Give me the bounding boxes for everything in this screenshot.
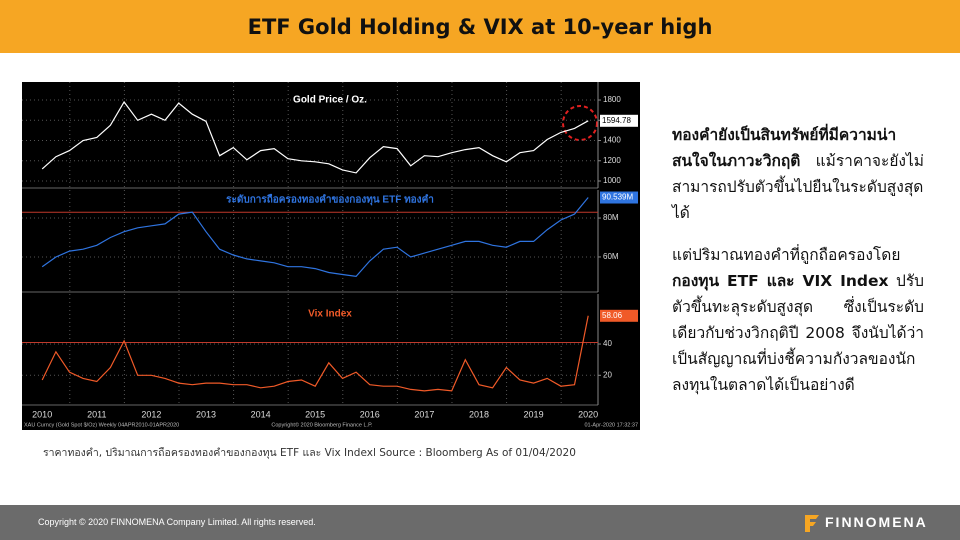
logo: FINNOMENA [825,514,928,530]
x-tick-label: 2011 [87,409,106,419]
highlight-circle [562,105,598,141]
x-tick-label: 2017 [414,409,434,419]
x-tick-label: 2018 [469,409,489,419]
value-tag [600,191,638,204]
panel-title: Vix Index [308,309,352,320]
y-tick-label: 40 [603,339,612,348]
footer: Copyright © 2020 FINNOMENA Company Limit… [0,505,960,540]
text: ปรับตัวขึ้นทะลุระดับสูงสุด ซึ่งเป็นระดับ… [672,272,924,394]
data-line [41,197,589,278]
x-tick-label: 2015 [305,409,325,419]
x-tick-label: 2020 [578,409,598,419]
data-line [41,315,589,392]
bold-text: ทองคำยังเป็นสินทรัพย์ที่มีความน่าสนใจในภ… [672,126,897,170]
chart: 10001200140016001800Gold Price / Oz.1594… [22,82,640,430]
y-tick-label: 80M [603,213,619,222]
text: แม้ราคาจะยังไม่สามารถปรับตัวขึ้นไปยืนในร… [672,152,924,222]
caption: ราคาทองคำ, ปริมาณการถือครองทองคำของกองทุ… [43,447,576,459]
copyright: Copyright © 2020 FINNOMENA Company Limit… [38,517,316,527]
panel-title: Gold Price / Oz. [293,95,367,106]
x-tick-label: 2013 [196,409,216,419]
y-tick-label: 1200 [603,156,621,165]
paragraph: ทองคำยังเป็นสินทรัพย์ที่มีความน่าสนใจในภ… [672,122,924,226]
value-tag [600,114,638,127]
chart-source: XAU Curncy (Gold Spot $/Oz) Weekly 04APR… [24,422,179,428]
y-tick-label: 1000 [603,176,621,185]
chart-background [22,82,640,430]
y-tick-label: 60M [603,252,619,261]
y-tick-label: 1400 [603,136,621,145]
x-tick-label: 2010 [32,409,52,419]
x-tick-label: 2019 [524,409,544,419]
value-tag [600,309,638,322]
y-tick-label: 20 [603,370,612,379]
value-label: 1594.78 [602,116,631,125]
header-title: ETF Gold Holding & VIX at 10-year high [0,0,960,53]
value-label: 58.06 [602,311,623,320]
bold-text: กองทุน ETF และ VIX Index [672,272,889,290]
x-tick-label: 2016 [360,409,380,419]
logo-icon [805,515,819,532]
chart-copyright: Copyright© 2020 Bloomberg Finance L.P. [271,421,373,428]
body-text: ทองคำยังเป็นสินทรัพย์ที่มีความน่าสนใจในภ… [672,122,924,414]
x-tick-label: 2014 [251,409,271,419]
value-label: 90.539M [602,193,633,202]
panel-title: ระดับการถือครองทองคำของกองทุน ETF ทองคำ [226,194,434,206]
x-tick-label: 2012 [141,409,161,419]
paragraph: แต่ปริมาณทองคำที่ถูกถือครองโดยกองทุน ETF… [672,242,924,398]
data-line [41,100,589,174]
text: แต่ปริมาณทองคำที่ถูกถือครองโดย [672,246,901,264]
chart-timestamp: 01-Apr-2020 17:32:37 [584,422,638,428]
y-tick-label: 1800 [603,95,621,104]
